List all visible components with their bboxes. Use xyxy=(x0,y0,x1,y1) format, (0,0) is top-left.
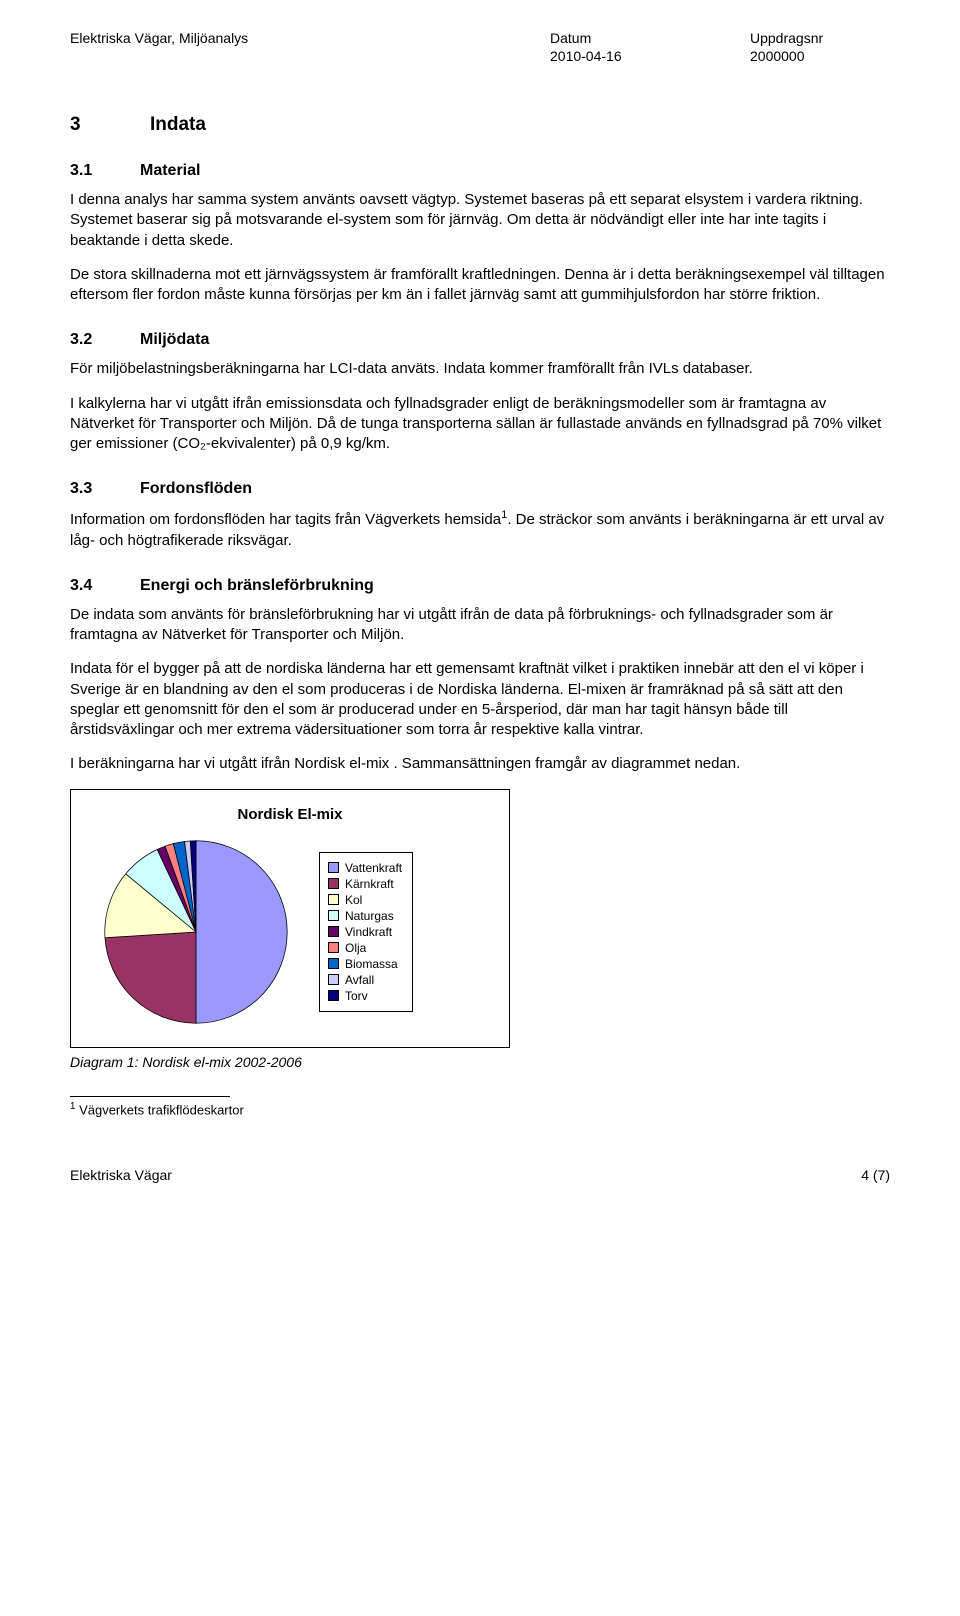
legend-item: Vattenkraft xyxy=(328,861,402,875)
footnote-text: Vägverkets trafikflödeskartor xyxy=(79,1102,244,1117)
legend-swatch xyxy=(328,990,339,1001)
legend-label: Torv xyxy=(345,989,368,1003)
section-3-4-para-2: Indata för el bygger på att de nordiska … xyxy=(70,659,890,740)
section-3-1-number: 3.1 xyxy=(70,162,140,180)
section-3-2-number: 3.2 xyxy=(70,331,140,349)
legend-swatch xyxy=(328,974,339,985)
page-footer: Elektriska Vägar 4 (7) xyxy=(70,1167,890,1183)
order-label: Uppdragsnr xyxy=(750,30,890,46)
legend-label: Kol xyxy=(345,893,362,907)
legend-item: Vindkraft xyxy=(328,925,402,939)
order-value: 2000000 xyxy=(750,48,890,64)
section-3-1-heading: 3.1Material xyxy=(70,162,890,180)
page-header: Elektriska Vägar, Miljöanalys Datum 2010… xyxy=(70,30,890,64)
footnote-1: 1 Vägverkets trafikflödeskartor xyxy=(70,1101,890,1117)
section-3-4-para-3: I beräkningarna har vi utgått ifrån Nord… xyxy=(70,754,890,774)
section-3-1-title: Material xyxy=(140,162,200,179)
legend-swatch xyxy=(328,958,339,969)
legend-label: Olja xyxy=(345,941,366,955)
section-3-3-title: Fordonsflöden xyxy=(140,480,252,497)
section-3-heading: 3Indata xyxy=(70,114,890,136)
legend-swatch xyxy=(328,910,339,921)
legend-item: Torv xyxy=(328,989,402,1003)
legend-swatch xyxy=(328,894,339,905)
date-label: Datum xyxy=(550,30,750,46)
section-3-4-para-1: De indata som använts för bränsleförbruk… xyxy=(70,605,890,646)
section-3-1-para-2: De stora skillnaderna mot ett järnvägssy… xyxy=(70,265,890,306)
section-3-title: Indata xyxy=(150,114,206,135)
header-title: Elektriska Vägar, Miljöanalys xyxy=(70,30,550,46)
pie-slice xyxy=(196,840,287,1022)
date-value: 2010-04-16 xyxy=(550,48,750,64)
section-3-4-number: 3.4 xyxy=(70,577,140,595)
chart-legend: Vattenkraft Kärnkraft Kol Naturgas Vindkraft… xyxy=(319,852,413,1012)
legend-swatch xyxy=(328,878,339,889)
legend-label: Avfall xyxy=(345,973,374,987)
legend-item: Naturgas xyxy=(328,909,402,923)
legend-swatch xyxy=(328,926,339,937)
legend-label: Vindkraft xyxy=(345,925,392,939)
section-3-2-title: Miljödata xyxy=(140,331,209,348)
footnote-marker: 1 xyxy=(70,1101,75,1112)
section-3-3-number: 3.3 xyxy=(70,480,140,498)
chart-title: Nordisk El-mix xyxy=(81,806,499,823)
section-3-2-heading: 3.2Miljödata xyxy=(70,331,890,349)
section-3-1-para-1: I denna analys har samma system använts … xyxy=(70,190,890,251)
section-3-number: 3 xyxy=(70,114,150,136)
section-3-2-para-1: För miljöbelastningsberäkningarna har LC… xyxy=(70,359,890,379)
pie-slice xyxy=(105,932,196,1023)
section-3-3-text-a: Information om fordonsflöden har tagits … xyxy=(70,511,501,528)
pie-chart xyxy=(101,837,291,1027)
legend-item: Kärnkraft xyxy=(328,877,402,891)
legend-item: Olja xyxy=(328,941,402,955)
legend-item: Biomassa xyxy=(328,957,402,971)
footer-left: Elektriska Vägar xyxy=(70,1167,172,1183)
footnote-rule xyxy=(70,1096,230,1097)
legend-item: Avfall xyxy=(328,973,402,987)
section-3-3-para-1: Information om fordonsflöden har tagits … xyxy=(70,508,890,551)
legend-swatch xyxy=(328,862,339,873)
section-3-4-title: Energi och bränsleförbrukning xyxy=(140,577,374,594)
legend-label: Kärnkraft xyxy=(345,877,394,891)
footer-right: 4 (7) xyxy=(861,1167,890,1183)
section-3-4-heading: 3.4Energi och bränsleförbrukning xyxy=(70,577,890,595)
section-3-3-heading: 3.3Fordonsflöden xyxy=(70,480,890,498)
chart-caption: Diagram 1: Nordisk el-mix 2002-2006 xyxy=(70,1054,890,1070)
pie-chart-container: Nordisk El-mix Vattenkraft Kärnkraft Kol Na… xyxy=(70,789,510,1048)
legend-label: Biomassa xyxy=(345,957,398,971)
legend-swatch xyxy=(328,942,339,953)
section-3-2-para-2: I kalkylerna har vi utgått ifrån emissio… xyxy=(70,394,890,455)
legend-item: Kol xyxy=(328,893,402,907)
legend-label: Naturgas xyxy=(345,909,394,923)
legend-label: Vattenkraft xyxy=(345,861,402,875)
